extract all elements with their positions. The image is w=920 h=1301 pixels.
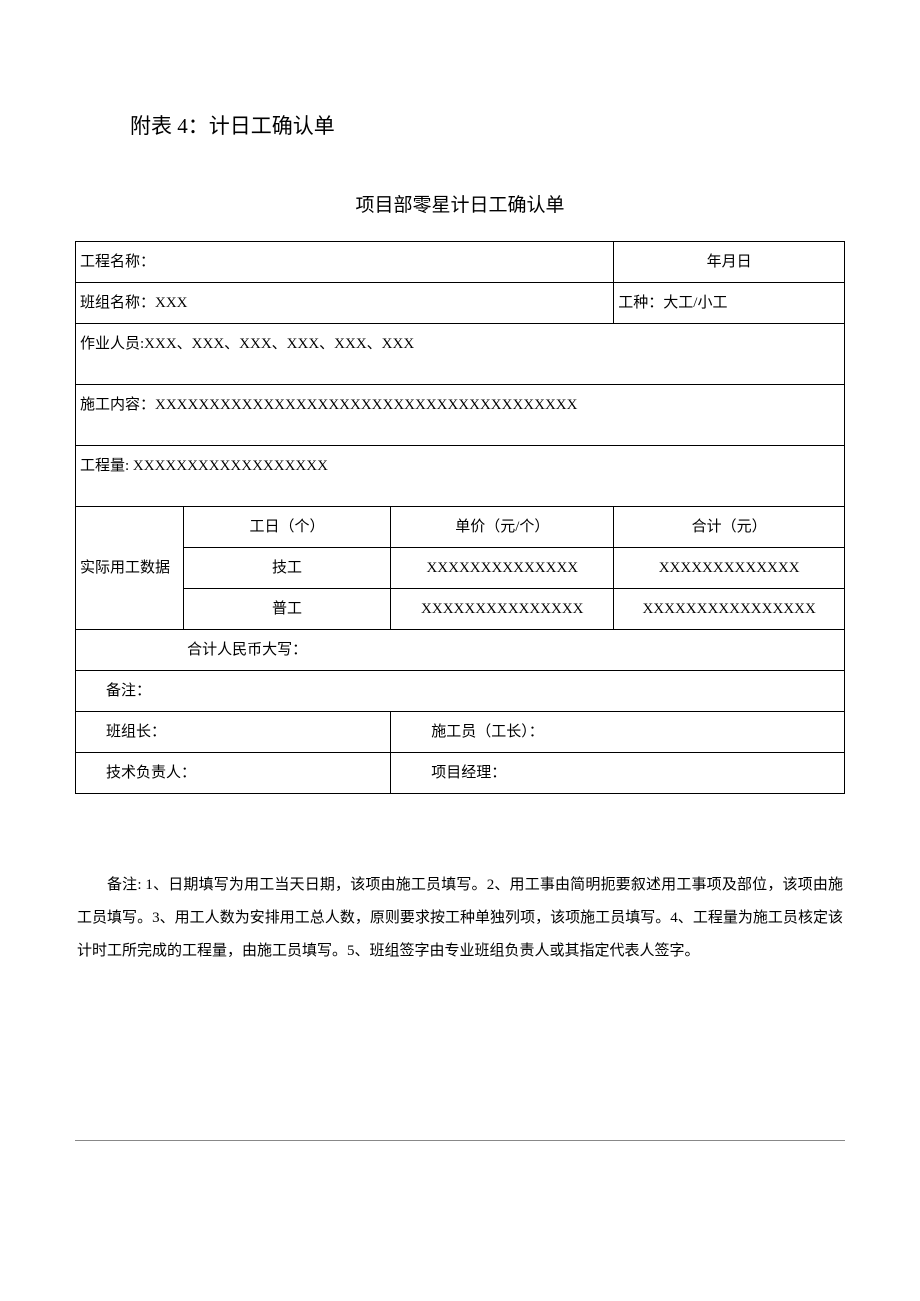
col-total: 合计（元）	[614, 507, 845, 548]
skilled-worker-price: XXXXXXXXXXXXXX	[391, 548, 614, 589]
footer-divider	[75, 1140, 845, 1141]
project-manager-cell: 项目经理：	[391, 753, 845, 794]
project-name-cell: 工程名称：	[76, 242, 614, 283]
page-title: 项目部零星计日工确认单	[75, 190, 845, 217]
total-rmb-label: 合计人民币大写：	[183, 630, 844, 671]
general-worker-price: XXXXXXXXXXXXXXX	[391, 589, 614, 630]
skilled-worker-total: XXXXXXXXXXXXX	[614, 548, 845, 589]
tech-lead-cell: 技术负责人：	[76, 753, 391, 794]
date-cell: 年月日	[614, 242, 845, 283]
constructor-cell: 施工员（工长）：	[391, 712, 845, 753]
remarks-section: 备注: 1、日期填写为用工当天日期，该项由施工员填写。2、用工事由简明扼要叙述用…	[75, 869, 845, 968]
construction-content-cell: 施工内容：XXXXXXXXXXXXXXXXXXXXXXXXXXXXXXXXXXX…	[76, 385, 845, 446]
col-work-days: 工日（个）	[183, 507, 391, 548]
general-worker-type: 普工	[183, 589, 391, 630]
col-unit-price: 单价（元/个）	[391, 507, 614, 548]
remark-label-cell: 备注：	[76, 671, 845, 712]
workers-cell: 作业人员:XXX、XXX、XXX、XXX、XXX、XXX	[76, 324, 845, 385]
work-type-cell: 工种：大工/小工	[614, 283, 845, 324]
remarks-text: 备注: 1、日期填写为用工当天日期，该项由施工员填写。2、用工事由简明扼要叙述用…	[77, 869, 843, 968]
team-name-cell: 班组名称：XXX	[76, 283, 614, 324]
team-leader-cell: 班组长：	[76, 712, 391, 753]
general-worker-total: XXXXXXXXXXXXXXXX	[614, 589, 845, 630]
attachment-header: 附表 4：计日工确认单	[130, 110, 845, 140]
confirmation-form-table: 工程名称： 年月日 班组名称：XXX 工种：大工/小工 作业人员:XXX、XXX…	[75, 241, 845, 794]
skilled-worker-type: 技工	[183, 548, 391, 589]
quantity-cell: 工程量: XXXXXXXXXXXXXXXXXX	[76, 446, 845, 507]
actual-labor-label: 实际用工数据	[76, 507, 184, 630]
